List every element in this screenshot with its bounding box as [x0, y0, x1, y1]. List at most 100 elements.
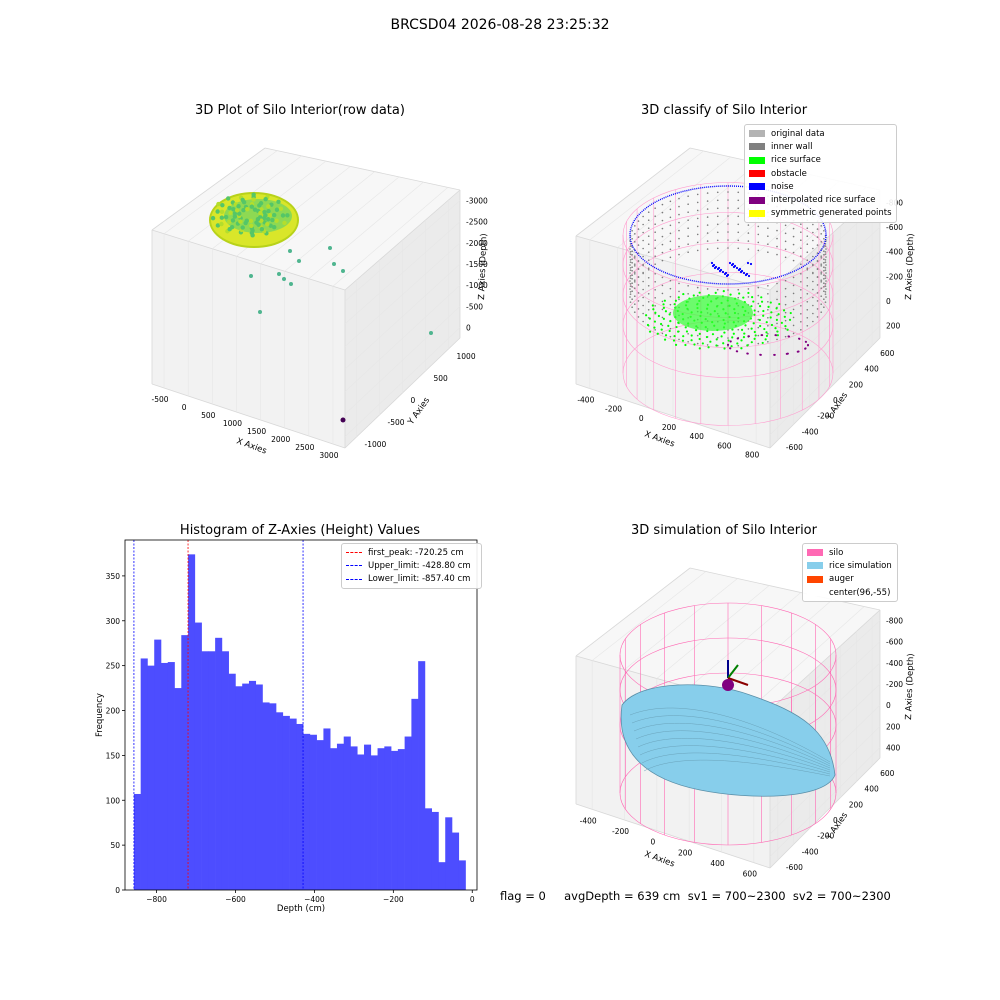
inner-wall-point [642, 312, 644, 315]
inner-wall-point [647, 211, 650, 213]
inner-wall-point [716, 215, 719, 218]
rice-surface-point [763, 327, 766, 331]
inner-wall-point [647, 267, 650, 269]
raw-point [215, 209, 220, 214]
inner-wall-point [767, 235, 769, 238]
histogram-bar [336, 743, 345, 890]
inner-wall-point [823, 282, 825, 284]
legend-label: silo [829, 547, 844, 558]
inner-wall-point [784, 248, 787, 251]
inner-wall-point [800, 272, 802, 275]
inner-wall-point [696, 342, 699, 345]
inner-wall-point [629, 248, 631, 250]
inner-wall-point [806, 259, 809, 261]
inner-wall-point [806, 267, 809, 269]
inner-wall-point [669, 287, 672, 290]
inner-wall-point [823, 274, 825, 276]
inner-wall-point [637, 316, 640, 318]
raw-point [249, 230, 255, 236]
inner-wall-point [647, 269, 650, 271]
histogram-bar [418, 661, 426, 890]
raw-point [254, 220, 259, 225]
legend-label: first_peak: -720.25 cm [368, 547, 464, 558]
inner-wall-point [757, 225, 760, 228]
classify-z-axis-label: Z Axies (Depth) [904, 233, 916, 300]
x-tick-label: −600 [225, 895, 246, 904]
auger-axis-x [727, 677, 749, 686]
rice-surface-point [714, 291, 717, 295]
raw-point [282, 220, 287, 226]
inner-wall-point [629, 296, 631, 298]
inner-wall-point [767, 292, 769, 295]
inner-wall-point [824, 275, 827, 277]
inner-wall-point [812, 271, 814, 274]
inner-wall-point [631, 238, 633, 240]
inner-wall-point [812, 312, 814, 315]
rice-surface-point [662, 306, 665, 309]
histogram-y-label: Frequency [95, 693, 105, 737]
inner-wall-point [661, 284, 664, 287]
x-tick-label: 2500 [295, 443, 314, 452]
inner-wall-point [647, 309, 650, 311]
inner-wall-point [767, 316, 769, 319]
histogram-bar [262, 702, 270, 890]
inner-wall-point [776, 314, 778, 317]
inner-wall-point [647, 285, 650, 287]
noise-point [735, 266, 739, 270]
inner-wall-point [737, 328, 740, 331]
rice-surface-point [736, 342, 739, 345]
inner-wall-point [767, 332, 769, 335]
histogram-bar [276, 712, 284, 890]
inner-wall-point [824, 283, 827, 285]
classify-plot-3d: -400-2000200400600800-600-400-2000200400… [575, 147, 916, 459]
rice-surface-point [722, 342, 725, 345]
inner-wall-point [642, 304, 644, 307]
rice-surface-point [762, 314, 765, 317]
inner-wall-point [706, 344, 709, 346]
interpolated-point [798, 337, 801, 340]
inner-wall-point [767, 284, 769, 287]
inner-wall-point [820, 295, 823, 297]
raw-point [248, 218, 254, 224]
rice-surface-point [760, 300, 764, 303]
inner-wall-point [823, 250, 825, 252]
noise-point [747, 274, 751, 278]
inner-wall-point [776, 282, 778, 285]
inner-wall-point [642, 223, 644, 226]
inner-wall-point [825, 280, 827, 282]
raw-point [267, 213, 272, 218]
legend-entry: Upper_limit: -428.80 cm [346, 559, 477, 572]
histogram-bar [208, 651, 216, 890]
inner-wall-point [820, 225, 823, 227]
z-tick-label: 0 [886, 297, 891, 306]
inner-wall-point [784, 327, 787, 330]
rice-surface-point [664, 334, 668, 337]
rice-surface-point [742, 296, 745, 299]
inner-wall-point [647, 235, 650, 237]
histogram-bar [235, 686, 243, 890]
inner-wall-point [800, 304, 802, 307]
inner-wall-point [737, 239, 740, 242]
histogram-bar [445, 817, 453, 890]
legend-swatch [807, 575, 823, 583]
inner-wall-point [747, 296, 750, 298]
inner-wall-point [806, 227, 809, 229]
raw-point [263, 196, 268, 202]
raw-point [266, 217, 271, 222]
inner-wall-point [687, 227, 689, 230]
inner-wall-point [642, 320, 644, 323]
legend-swatch [749, 156, 765, 164]
interpolated-point [775, 334, 778, 337]
rice-surface-point [690, 334, 693, 337]
rice-surface-point [693, 343, 696, 346]
inner-wall-point [816, 244, 819, 246]
simulation-ticks: -400-2000200400600-600-400-2000200400600… [580, 617, 904, 879]
rice-surface-point [664, 310, 668, 313]
inner-wall-point [706, 192, 709, 194]
inner-wall-point [784, 256, 787, 259]
raw-point [249, 204, 255, 209]
inner-wall-point [637, 268, 640, 270]
noise-point [746, 261, 750, 265]
inner-wall-point [784, 311, 787, 314]
simulation-surface [619, 602, 837, 846]
